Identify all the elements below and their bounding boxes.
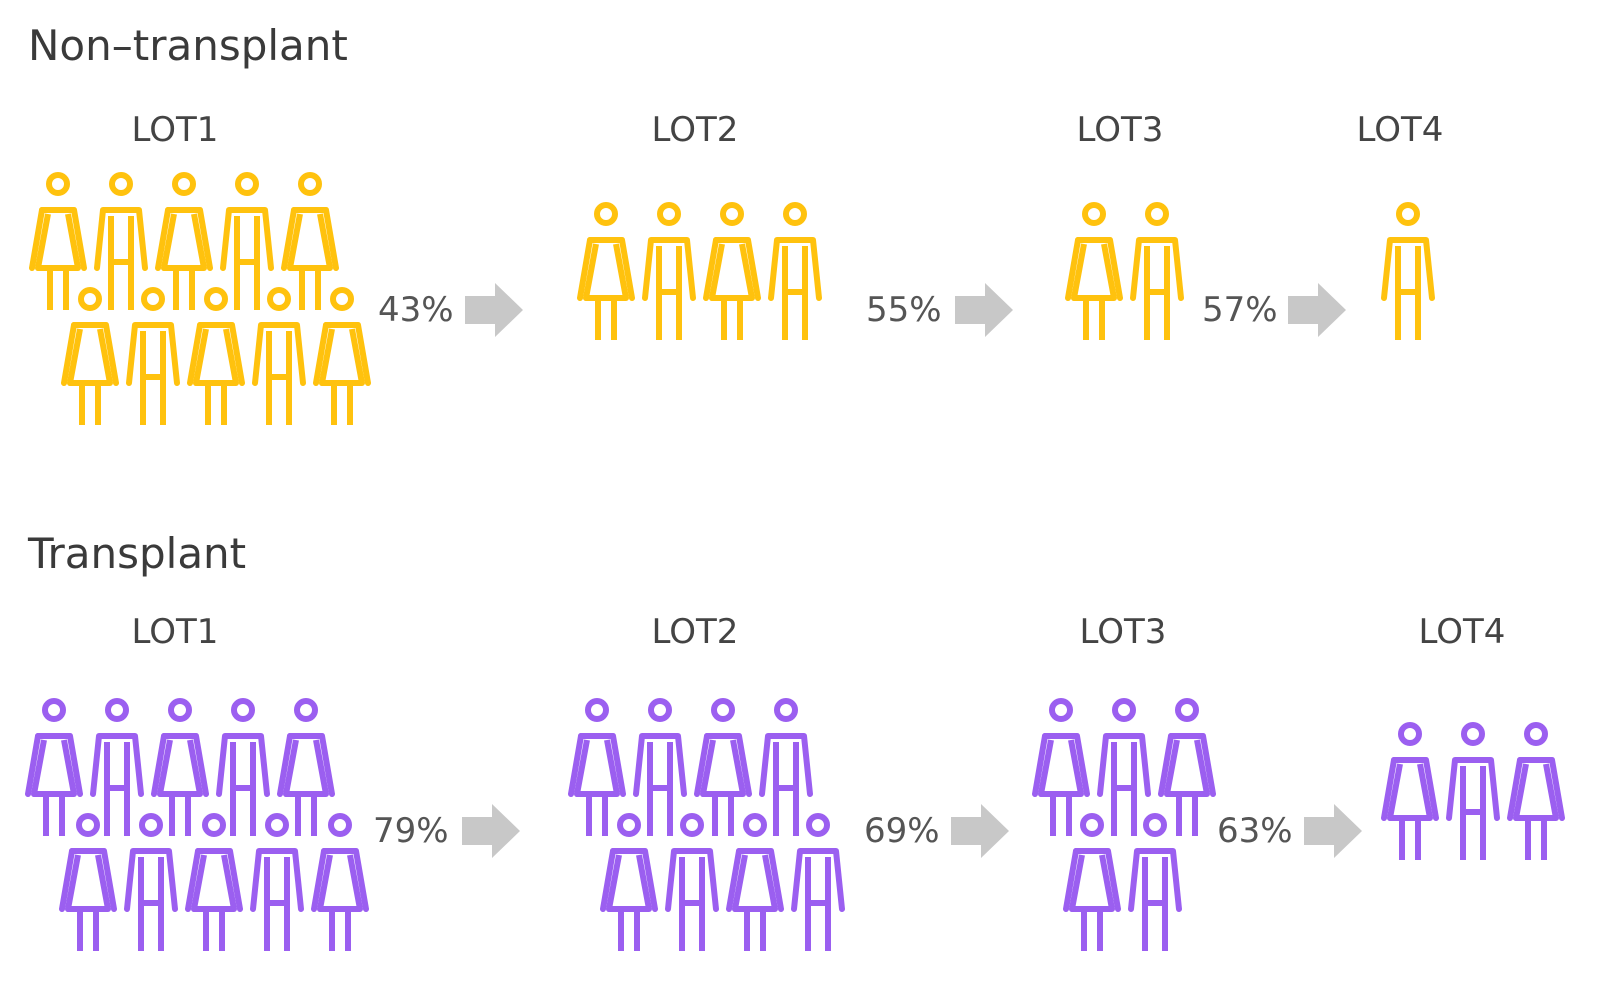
transition-percent: 43% xyxy=(378,290,454,330)
woman-icon xyxy=(284,175,336,310)
woman-icon xyxy=(62,816,114,951)
arrow-right-icon xyxy=(955,283,1013,337)
man-icon xyxy=(1133,205,1181,340)
woman-icon xyxy=(280,701,332,836)
arrow-right-icon xyxy=(1288,283,1346,337)
man-icon xyxy=(794,816,842,951)
man-icon xyxy=(127,816,175,951)
man-icon xyxy=(1100,701,1148,836)
woman-icon xyxy=(697,701,749,836)
stage-label: LOT3 xyxy=(1080,612,1167,652)
woman-icon xyxy=(1510,725,1562,860)
transition-percent: 57% xyxy=(1202,290,1278,330)
stage-label: LOT2 xyxy=(652,612,739,652)
woman-icon xyxy=(1384,725,1436,860)
woman-icon xyxy=(571,701,623,836)
woman-icon xyxy=(190,290,242,425)
arrow-right-icon xyxy=(951,804,1009,858)
transition-percent: 63% xyxy=(1217,811,1293,851)
woman-icon xyxy=(314,816,366,951)
man-icon xyxy=(762,701,810,836)
woman-icon xyxy=(603,816,655,951)
woman-icon xyxy=(1035,701,1087,836)
section-title-transplant: Transplant xyxy=(27,529,246,578)
woman-icon xyxy=(32,175,84,310)
man-icon xyxy=(129,290,177,425)
woman-icon xyxy=(158,175,210,310)
woman-icon xyxy=(154,701,206,836)
stage-label: LOT1 xyxy=(132,110,219,150)
woman-icon xyxy=(188,816,240,951)
man-icon xyxy=(97,175,145,310)
woman-icon xyxy=(64,290,116,425)
man-icon xyxy=(1384,205,1432,340)
arrows-group xyxy=(462,283,1362,858)
arrow-right-icon xyxy=(462,804,520,858)
woman-icon xyxy=(706,205,758,340)
woman-icon xyxy=(1068,205,1120,340)
man-icon xyxy=(1449,725,1497,860)
transition-percent: 55% xyxy=(866,290,942,330)
woman-icon xyxy=(1161,701,1213,836)
woman-icon xyxy=(28,701,80,836)
stage-label: LOT4 xyxy=(1357,110,1444,150)
arrow-right-icon xyxy=(465,283,523,337)
man-icon xyxy=(771,205,819,340)
man-icon xyxy=(255,290,303,425)
man-icon xyxy=(636,701,684,836)
man-icon xyxy=(668,816,716,951)
man-icon xyxy=(93,701,141,836)
stage-label: LOT2 xyxy=(652,110,739,150)
arrow-right-icon xyxy=(1304,804,1362,858)
woman-icon xyxy=(729,816,781,951)
stage-label: LOT3 xyxy=(1077,110,1164,150)
woman-icon xyxy=(1066,816,1118,951)
man-icon xyxy=(1131,816,1179,951)
man-icon xyxy=(253,816,301,951)
stage-label: LOT4 xyxy=(1419,612,1506,652)
man-icon xyxy=(223,175,271,310)
woman-icon xyxy=(316,290,368,425)
man-icon xyxy=(645,205,693,340)
section-title-non-transplant: Non–transplant xyxy=(28,21,348,70)
man-icon xyxy=(219,701,267,836)
stage-label: LOT1 xyxy=(132,612,219,652)
transition-percent: 79% xyxy=(373,811,449,851)
woman-icon xyxy=(580,205,632,340)
transition-percent: 69% xyxy=(864,811,940,851)
